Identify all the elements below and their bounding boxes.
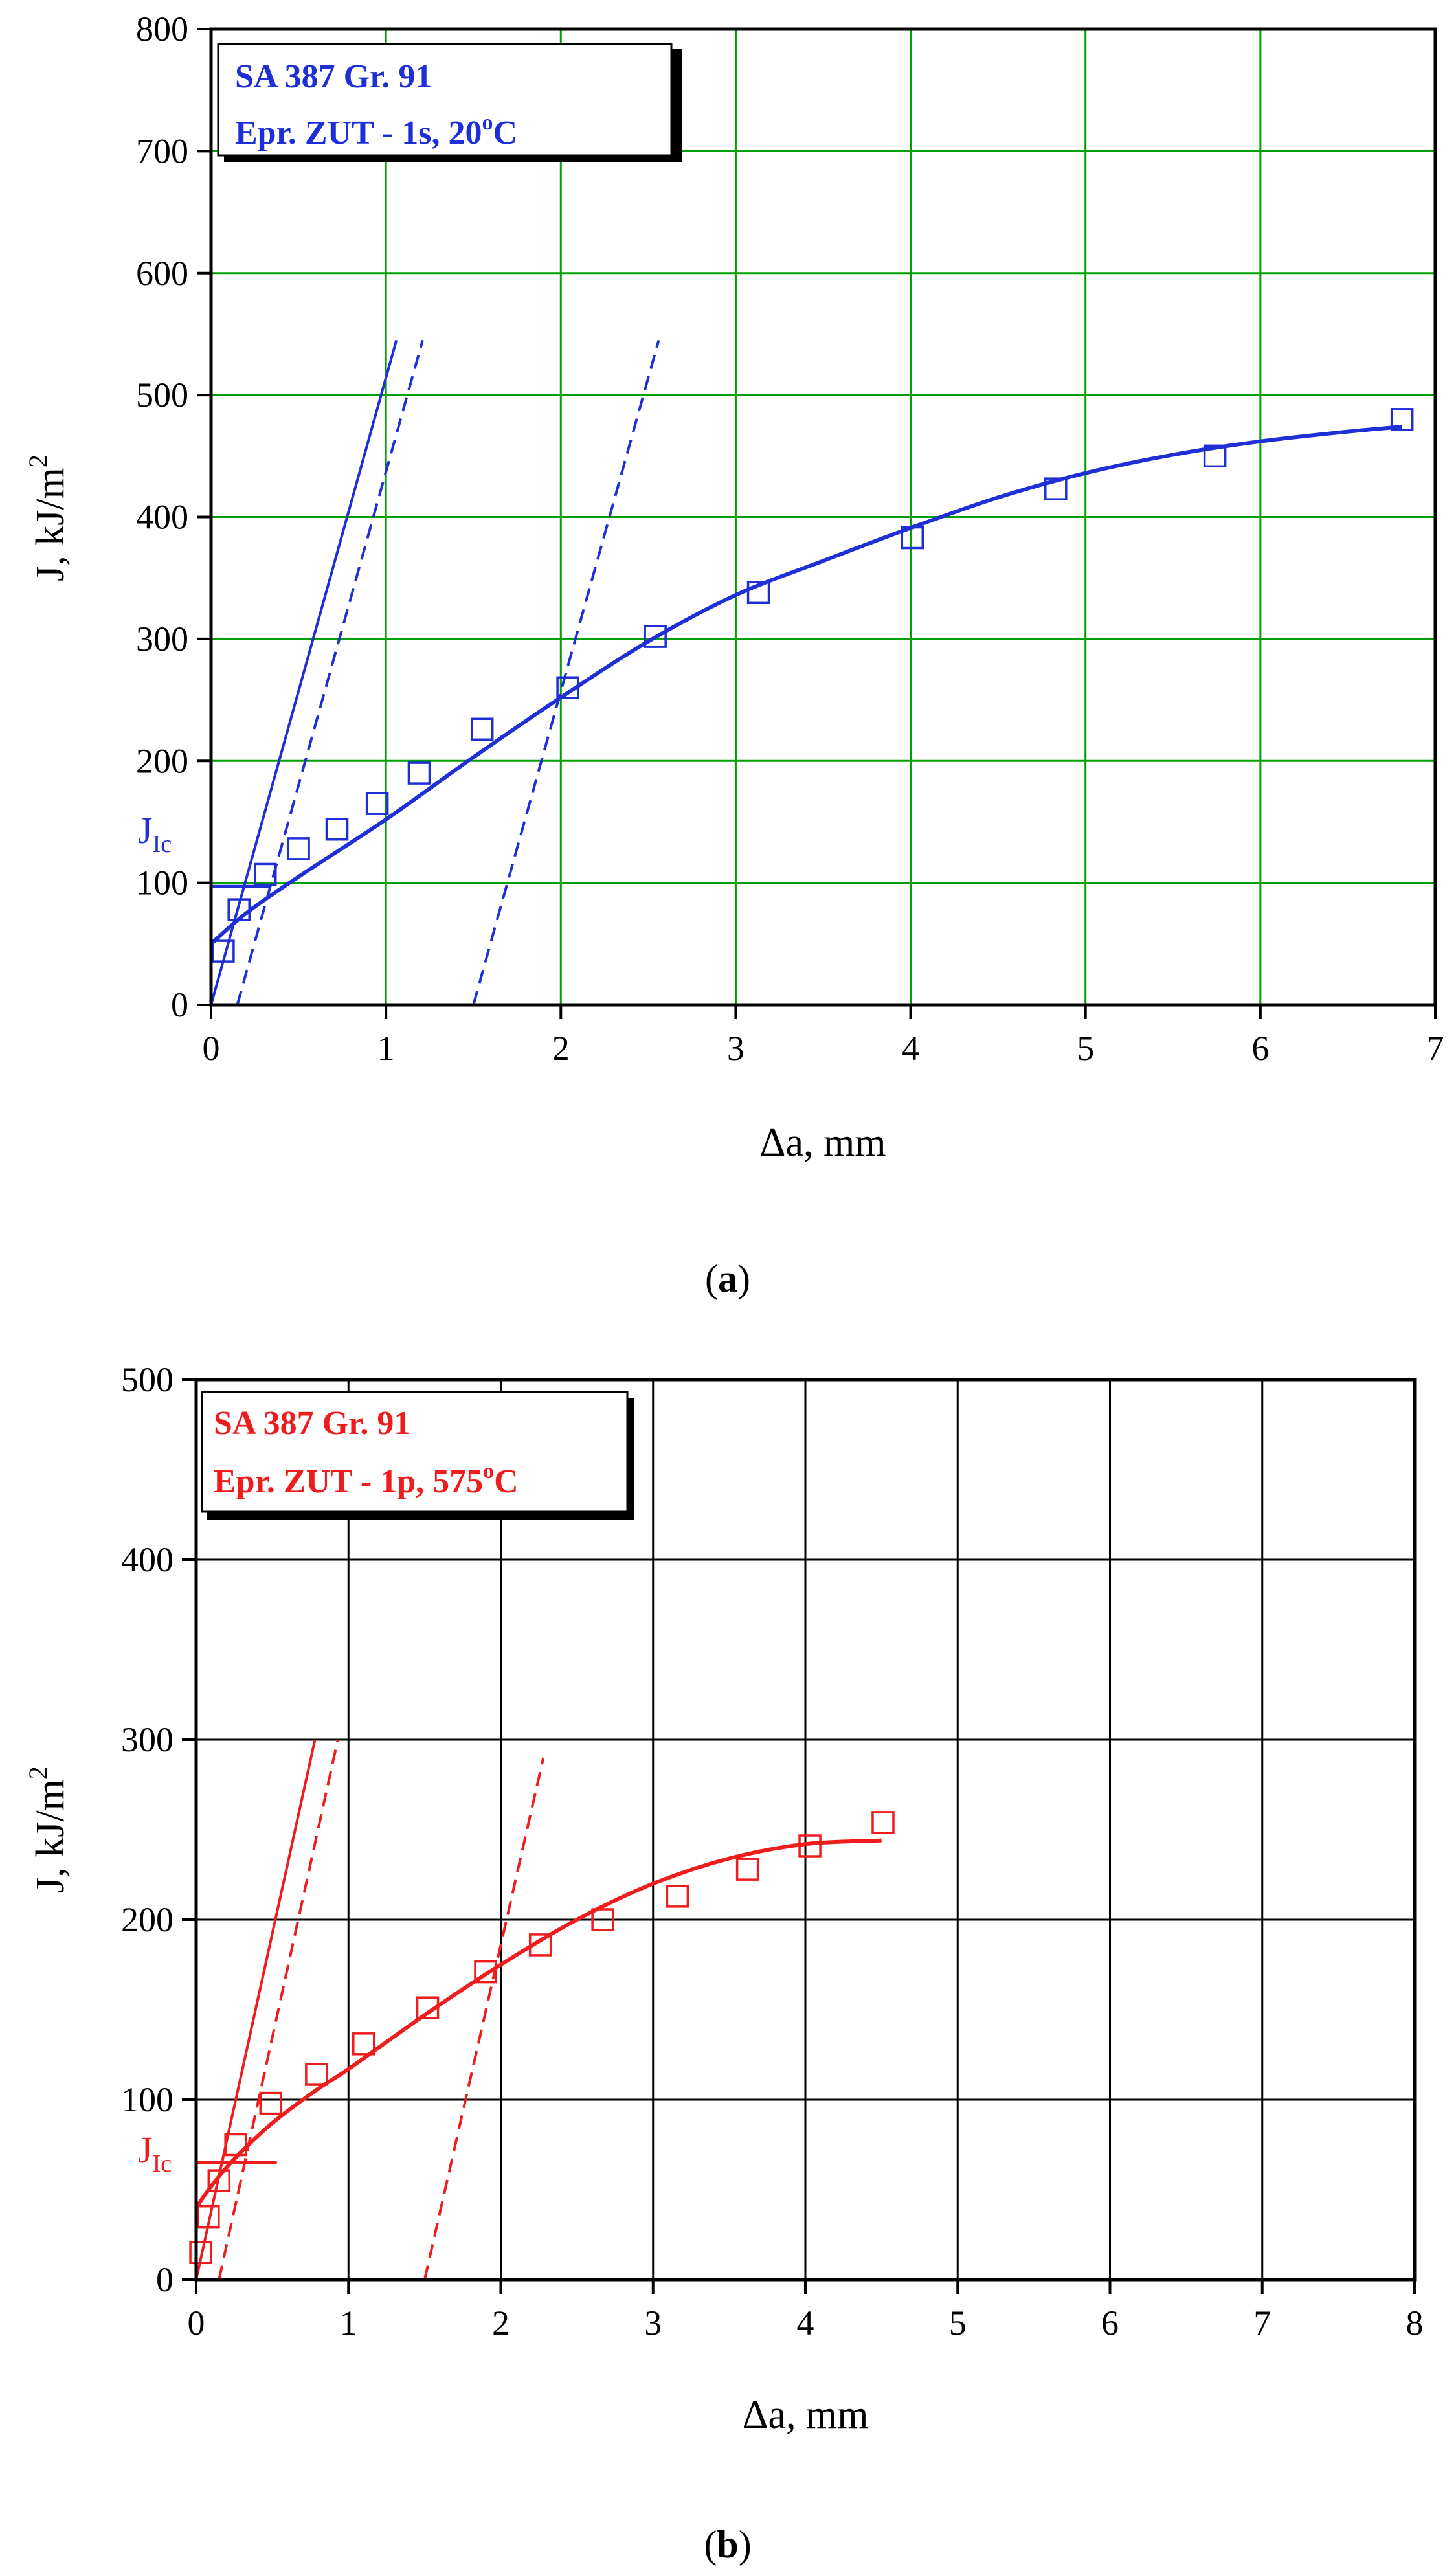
y-tick-label: 0	[156, 2260, 174, 2299]
chart-b-ylabel: J, kJ/m2	[23, 1766, 73, 1893]
x-tick-label: 7	[1253, 2304, 1271, 2342]
chart-b-legend-box: SA 387 Gr. 91 Epr. ZUT - 1p, 575oC	[201, 1391, 634, 1520]
y-tick-label: 0	[171, 985, 188, 1024]
data-point	[352, 2032, 375, 2056]
offset-line-dashed	[472, 339, 660, 1005]
blunting-line	[210, 339, 398, 1005]
x-tick-label: 2	[492, 2304, 510, 2342]
x-tick-label: 2	[552, 1029, 570, 1068]
y-tick-label: 200	[136, 741, 188, 780]
chart-a-grid	[211, 29, 1435, 1005]
x-tick-label: 6	[1101, 2304, 1119, 2342]
data-point	[287, 837, 310, 860]
data-point	[644, 625, 667, 648]
y-tick-label: 100	[121, 2080, 174, 2119]
data-point	[253, 862, 277, 886]
data-point	[746, 581, 770, 605]
offset-line-dashed	[236, 339, 424, 1005]
chart-b-ticks: 0 1 2 3 4 5 6 7 8 0 100 200 300 400 500	[121, 1360, 1424, 2342]
x-tick-label: 5	[949, 2304, 967, 2342]
blunting-line	[195, 1739, 317, 2280]
x-tick-label: 0	[188, 2304, 205, 2342]
x-tick-label: 1	[377, 1029, 395, 1068]
offset-line-dashed	[423, 1757, 545, 2280]
data-point	[1044, 477, 1068, 500]
data-point	[666, 1885, 689, 1908]
data-point	[735, 1858, 759, 1881]
chart-b-caption: (b)	[704, 2523, 751, 2566]
y-tick-label: 400	[136, 498, 188, 537]
x-tick-label: 1	[340, 2304, 357, 2342]
offset-line-dashed	[218, 1739, 339, 2280]
data-point	[871, 1811, 895, 1834]
chart-a-legend-line-1: SA 387 Gr. 91	[235, 58, 432, 95]
chart-a-caption: (a)	[705, 1257, 750, 1300]
x-tick-label: 4	[797, 2304, 814, 2342]
y-tick-label: 400	[121, 1540, 174, 1579]
chart-b-grid	[196, 1380, 1415, 2280]
y-tick-label: 700	[136, 131, 188, 170]
chart-a-ticks: 0 1 2 3 4 5 6 7 0 100 200 300 400 500 600 700 800	[136, 10, 1444, 1068]
y-tick-label: 300	[121, 1720, 174, 1759]
y-tick-label: 600	[136, 254, 188, 293]
x-tick-label: 3	[727, 1029, 745, 1068]
chart-a-legend-line-2: Epr. ZUT - 1s, 20oC	[235, 111, 517, 152]
chart-a-legend-box: SA 387 Gr. 91 Epr. ZUT - 1s, 20oC	[217, 43, 682, 162]
x-tick-label: 8	[1406, 2304, 1424, 2342]
chart-b-legend-line-2: Epr. ZUT - 1p, 575oC	[214, 1459, 519, 1500]
y-tick-label: 200	[121, 1900, 174, 1939]
data-point	[365, 792, 389, 815]
y-tick-label: 500	[136, 376, 188, 414]
y-tick-label: 500	[121, 1360, 174, 1399]
fit-curve	[210, 425, 1402, 946]
data-point	[1390, 408, 1414, 431]
chart-a-xlabel: Δa, mm	[760, 1121, 886, 1165]
y-tick-label: 100	[136, 864, 188, 903]
data-point	[591, 1908, 614, 1931]
data-point	[470, 717, 494, 741]
x-tick-label: 6	[1251, 1029, 1269, 1068]
chart-b-plot	[189, 1739, 895, 2280]
data-point	[305, 2063, 328, 2086]
data-point	[325, 817, 349, 841]
x-tick-label: 4	[902, 1029, 919, 1068]
chart-b-jic-label: JIc	[138, 2129, 172, 2177]
chart-b: 0 1 2 3 4 5 6 7 8 0 100 200 300 400 500 SA 387 Gr. 91 …	[23, 1360, 1424, 2566]
data-point	[1203, 444, 1227, 468]
y-tick-label: 800	[136, 10, 188, 49]
chart-a-plot	[210, 339, 1414, 1005]
chart-b-xlabel: Δa, mm	[743, 2393, 869, 2437]
x-tick-label: 5	[1077, 1029, 1094, 1068]
chart-a: 0 1 2 3 4 5 6 7 0 100 200 300 400 500 600 700 800 SA 387…	[23, 10, 1444, 1300]
x-tick-label: 3	[644, 2304, 662, 2342]
data-point	[407, 761, 431, 785]
chart-a-ylabel: J, kJ/m2	[23, 455, 73, 581]
fit-curve	[194, 1838, 882, 2209]
data-point	[259, 2091, 283, 2115]
x-tick-label: 0	[203, 1029, 220, 1068]
x-tick-label: 7	[1427, 1029, 1444, 1068]
y-tick-label: 300	[136, 620, 188, 658]
chart-b-legend-line-1: SA 387 Gr. 91	[214, 1405, 410, 1442]
chart-a-jic-label: JIc	[138, 809, 172, 858]
